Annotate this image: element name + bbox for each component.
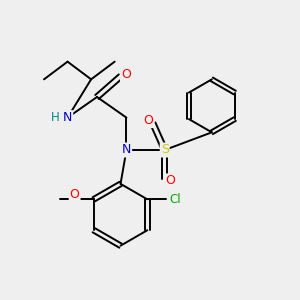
Text: O: O <box>144 114 154 127</box>
Text: N: N <box>122 143 131 157</box>
Text: O: O <box>166 174 176 188</box>
Text: H: H <box>51 110 60 124</box>
Text: O: O <box>121 68 131 81</box>
Text: N: N <box>63 111 72 124</box>
Text: O: O <box>70 188 80 201</box>
Text: Cl: Cl <box>169 193 181 206</box>
Text: S: S <box>161 143 169 157</box>
